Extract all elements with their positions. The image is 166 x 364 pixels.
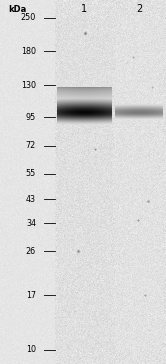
Text: 2: 2: [136, 4, 142, 14]
Text: kDa: kDa: [8, 5, 26, 15]
Text: 72: 72: [26, 142, 36, 150]
Text: 55: 55: [26, 170, 36, 178]
Text: 17: 17: [26, 290, 36, 300]
Text: 250: 250: [21, 13, 36, 23]
Text: 26: 26: [26, 246, 36, 256]
Text: 43: 43: [26, 194, 36, 203]
Text: 1: 1: [82, 4, 87, 14]
Text: 10: 10: [26, 345, 36, 355]
Text: 95: 95: [26, 112, 36, 122]
Text: 130: 130: [21, 80, 36, 90]
Text: 180: 180: [21, 47, 36, 55]
Text: 34: 34: [26, 218, 36, 228]
